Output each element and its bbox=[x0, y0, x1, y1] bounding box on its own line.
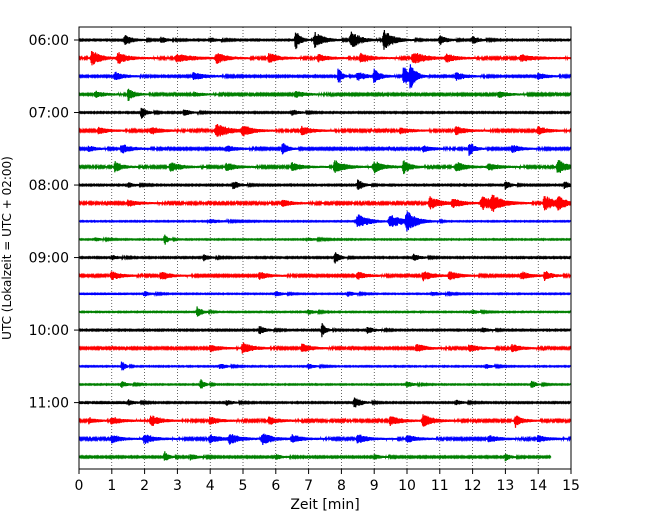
y-axis-title: UTC (Lokalzeit = UTC + 02:00) bbox=[0, 156, 14, 340]
x-axis-ticks: 0 1 2 3 4 5 6 7 8 9 10 11 12 13 14 15 bbox=[75, 469, 580, 494]
y-tick-label: 08:00 bbox=[29, 178, 69, 194]
x-tick-label: 4 bbox=[206, 478, 215, 494]
trace-row bbox=[78, 361, 572, 371]
x-tick-label: 14 bbox=[529, 478, 547, 494]
trace-row bbox=[78, 451, 552, 462]
x-tick-label: 12 bbox=[464, 478, 482, 494]
x-tick-label: 6 bbox=[271, 478, 280, 494]
x-tick-label: 1 bbox=[107, 478, 116, 494]
x-tick-label: 0 bbox=[75, 478, 84, 494]
trace-row bbox=[78, 397, 572, 408]
trace-row bbox=[78, 433, 572, 446]
trace-row bbox=[78, 252, 572, 264]
y-tick-label: 11:00 bbox=[29, 396, 69, 412]
trace-row bbox=[78, 271, 572, 282]
trace-row bbox=[78, 342, 572, 354]
y-axis-ticks: 06:00 07:00 08:00 09:00 10:00 11:00 bbox=[29, 33, 79, 412]
y-tick-label: 06:00 bbox=[29, 33, 69, 49]
x-tick-label: 9 bbox=[370, 478, 379, 494]
trace-row bbox=[78, 211, 572, 232]
trace-row bbox=[78, 290, 572, 297]
trace-row bbox=[78, 323, 572, 338]
trace-row bbox=[78, 64, 572, 89]
x-tick-label: 5 bbox=[239, 478, 248, 494]
x-tick-label: 3 bbox=[173, 478, 182, 494]
x-tick-label: 8 bbox=[337, 478, 346, 494]
y-tick-label: 09:00 bbox=[29, 251, 69, 267]
trace-row bbox=[78, 234, 572, 245]
y-tick-label: 10:00 bbox=[29, 323, 69, 339]
x-tick-label: 13 bbox=[496, 478, 514, 494]
trace-row bbox=[78, 88, 572, 102]
x-tick-label: 2 bbox=[140, 478, 149, 494]
x-tick-label: 15 bbox=[562, 478, 580, 494]
x-tick-label: 10 bbox=[398, 478, 416, 494]
trace-row bbox=[78, 306, 572, 317]
trace-row bbox=[78, 160, 572, 175]
trace-row bbox=[78, 107, 572, 119]
trace-row bbox=[78, 179, 572, 190]
x-tick-label: 7 bbox=[304, 478, 313, 494]
trace-row bbox=[78, 143, 572, 156]
seismogram-traces bbox=[78, 29, 572, 462]
x-tick-label: 11 bbox=[431, 478, 449, 494]
trace-row bbox=[78, 50, 572, 66]
plot-frame bbox=[78, 26, 572, 470]
trace-row bbox=[78, 379, 572, 389]
trace-row bbox=[78, 414, 572, 428]
x-axis-title: Zeit [min] bbox=[290, 497, 359, 513]
y-tick-label: 07:00 bbox=[29, 106, 69, 122]
trace-row bbox=[78, 194, 572, 212]
trace-row bbox=[78, 123, 572, 137]
trace-row bbox=[78, 29, 572, 50]
